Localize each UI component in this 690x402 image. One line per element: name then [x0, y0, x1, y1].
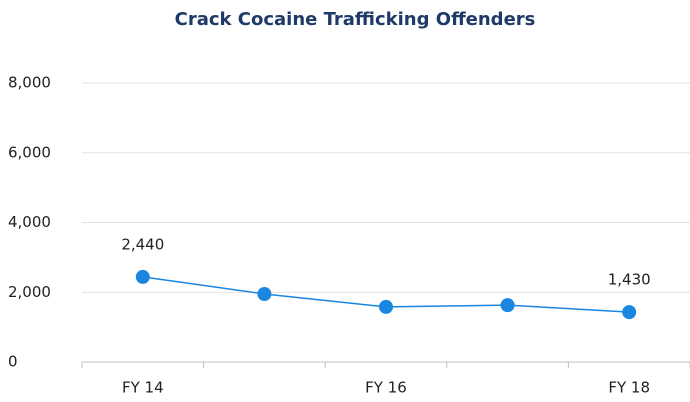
- data-point: [500, 298, 515, 313]
- x-tick-label: FY 18: [608, 379, 650, 397]
- data-point: [257, 286, 272, 301]
- y-tick-label: 2,000: [8, 283, 51, 301]
- x-tick-label: FY 14: [122, 379, 164, 397]
- chart-title: Crack Cocaine Trafficking Offenders: [175, 9, 536, 30]
- y-tick-label: 0: [8, 353, 18, 371]
- y-tick-label: 8,000: [8, 74, 51, 92]
- y-tick-label: 6,000: [8, 143, 51, 161]
- data-point: [135, 269, 150, 284]
- x-tick-label: FY 16: [365, 379, 407, 397]
- data-point: [379, 299, 393, 314]
- y-tick-label: 4,000: [8, 213, 51, 231]
- data-point: [622, 305, 637, 320]
- data-label: 1,430: [608, 271, 651, 289]
- data-label: 2,440: [121, 235, 164, 253]
